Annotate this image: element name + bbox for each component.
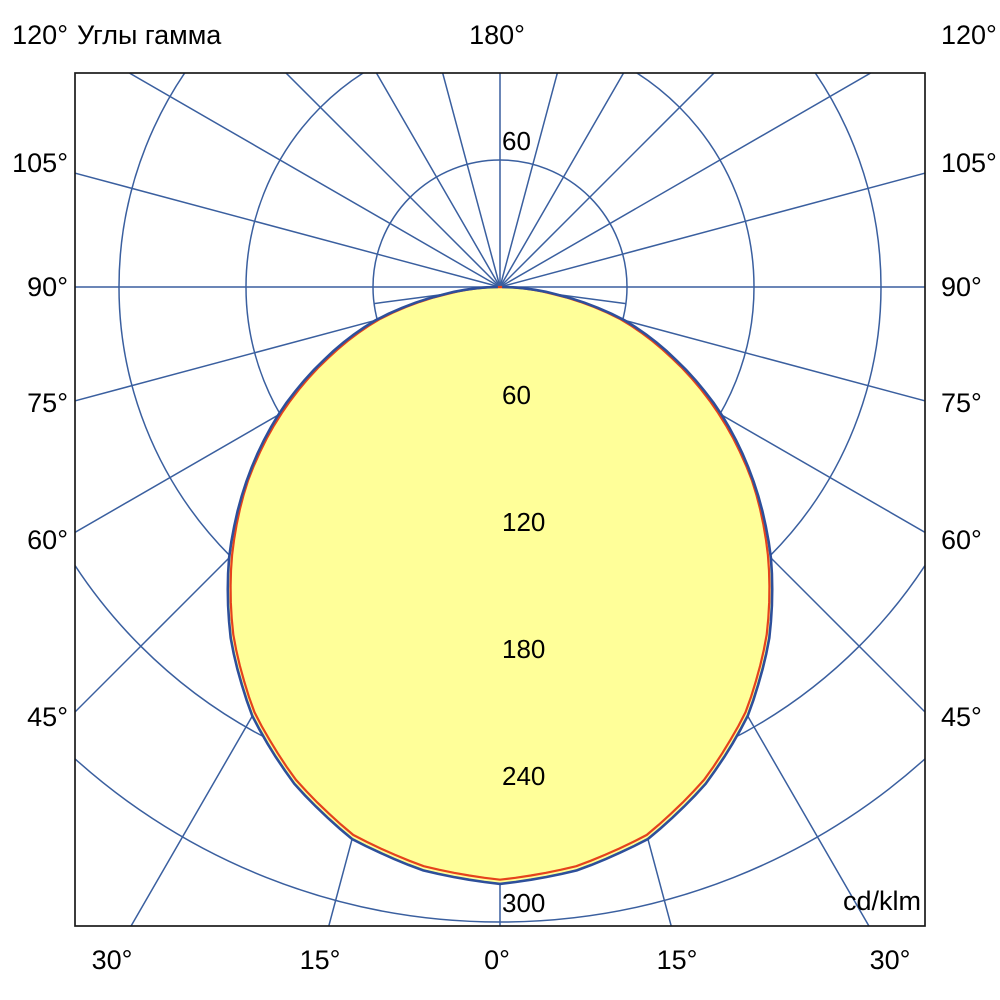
grid-ray-240 — [127, 73, 501, 288]
plot-border — [74, 72, 926, 927]
grid-ray-165 — [499, 73, 559, 288]
gamma-label-bottom-30°: 30° — [91, 945, 133, 975]
gamma-label-right-45°: 45° — [941, 702, 982, 732]
radial-tick-label-60: 60 — [502, 380, 531, 410]
gamma-label-top-center: 180° — [469, 20, 525, 50]
gamma-label-left-75°: 75° — [27, 388, 68, 418]
gamma-label-right-105°: 105° — [941, 148, 997, 178]
grid-ray-135 — [499, 73, 716, 288]
grid-ray-255 — [75, 172, 501, 288]
gamma-label-bottom-15°: 15° — [299, 945, 341, 975]
grid-ray-210 — [375, 73, 501, 288]
radial-tick-label-upper-60: 60 — [502, 125, 531, 156]
radial-tick-label-240: 240 — [502, 761, 546, 791]
gamma-label-top-left: 120° — [12, 20, 68, 50]
gamma-label-bottom-15°: 15° — [656, 945, 698, 975]
ldc-curve-c0-c180 — [229, 285, 771, 881]
unit-label: cd/klm — [842, 886, 921, 916]
gamma-label-right-75°: 75° — [941, 388, 982, 418]
gamma-label-left-45°: 45° — [27, 702, 68, 732]
grid-ray-120 — [499, 73, 873, 288]
gamma-label-right-90°: 90° — [941, 272, 982, 302]
chart-title: Углы гамма — [77, 20, 222, 50]
grid-ray-195 — [441, 73, 501, 288]
ldc-curve-c90-c270 — [226, 285, 774, 886]
gamma-label-bottom-0°: 0° — [484, 945, 510, 975]
gamma-label-left-60°: 60° — [27, 525, 68, 555]
gamma-label-top-right: 120° — [941, 20, 997, 50]
grid-ray-75 — [499, 286, 925, 402]
gamma-label-bottom-30°: 30° — [869, 945, 911, 975]
gamma-label-left-105°: 105° — [12, 148, 68, 178]
gamma-label-right-60°: 60° — [941, 525, 982, 555]
radial-tick-label-120: 120 — [502, 507, 546, 537]
radial-tick-label-300: 300 — [502, 888, 546, 918]
radial-tick-label-180: 180 — [502, 634, 546, 664]
grid-ray-105 — [499, 172, 925, 288]
grid-ray-285 — [75, 286, 501, 402]
gamma-label-left-90°: 90° — [27, 272, 68, 302]
grid-ray-150 — [499, 73, 625, 288]
ldc-fill — [227, 287, 773, 884]
grid-ray-225 — [284, 73, 501, 288]
ldc-curves — [226, 285, 774, 886]
